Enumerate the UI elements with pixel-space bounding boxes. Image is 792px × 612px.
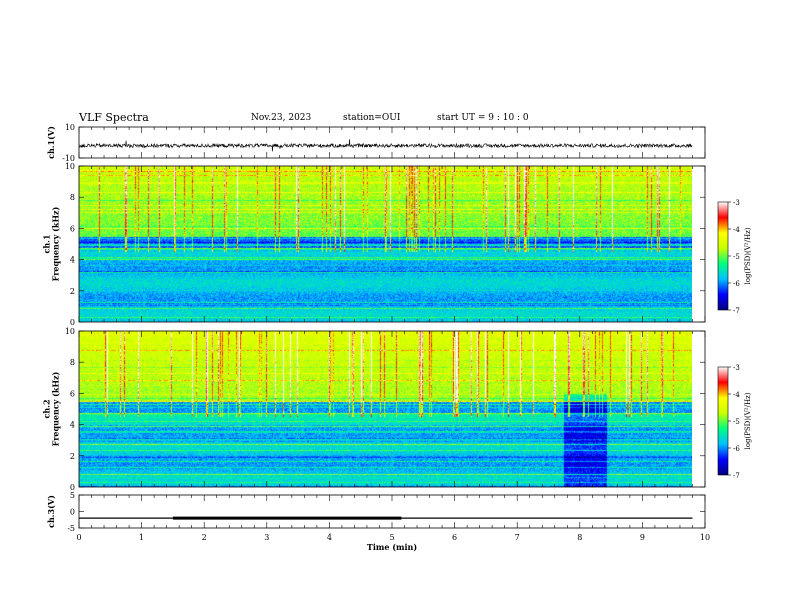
y-tick-label: 10 xyxy=(65,123,75,132)
x-tick-label: 3 xyxy=(264,533,269,542)
x-axis-label: Time (min) xyxy=(367,542,417,552)
colorbar-label: log(PSD)(V²/Hz) xyxy=(744,392,752,449)
x-tick-label: 10 xyxy=(700,533,710,542)
colorbar-tick-label: -5 xyxy=(733,418,740,426)
x-tick-label: 1 xyxy=(139,533,144,542)
y-tick-label: 10 xyxy=(65,162,75,171)
y-axis-label: ch.2 xyxy=(42,399,52,418)
y-axis-label: Frequency (kHz) xyxy=(51,206,61,281)
colorbar-tick-label: -6 xyxy=(733,280,740,288)
spectrogram-layer xyxy=(79,166,692,487)
station-label: station=OUI xyxy=(343,113,401,123)
y-tick-label: 0 xyxy=(70,318,75,327)
figure-title: VLF Spectra xyxy=(79,111,149,124)
y-tick-label: 0 xyxy=(70,483,75,492)
colorbar-1 xyxy=(717,201,729,311)
x-tick-label: 9 xyxy=(640,533,645,542)
y-axis-label: ch.3(V) xyxy=(46,495,56,528)
y-axis-label: ch.1(V) xyxy=(46,126,56,159)
colorbar-tick-label: -3 xyxy=(733,364,740,372)
y-tick-label: 8 xyxy=(70,358,75,367)
y-tick-label: 0 xyxy=(70,508,75,517)
x-tick-label: 0 xyxy=(76,533,81,542)
ch1-waveform-trace xyxy=(78,139,693,152)
start-time-label: start UT = 9 : 10 : 0 xyxy=(437,113,529,123)
x-tick-label: 7 xyxy=(515,533,520,542)
x-tick-label: 8 xyxy=(577,533,582,542)
y-tick-label: 4 xyxy=(70,421,75,430)
y-tick-label: 4 xyxy=(70,256,75,265)
colorbar-2 xyxy=(717,366,729,476)
y-tick-label: 2 xyxy=(70,452,75,461)
x-tick-label: 4 xyxy=(327,533,332,542)
x-tick-label: 6 xyxy=(452,533,457,542)
colorbar-label: log(PSD)(V²/Hz) xyxy=(744,227,752,284)
y-tick-label: 6 xyxy=(70,389,75,398)
colorbar-tick-label: -4 xyxy=(733,226,740,234)
y-axis-label: Frequency (kHz) xyxy=(51,371,61,446)
y-tick-label: 8 xyxy=(70,193,75,202)
y-tick-label: 6 xyxy=(70,224,75,233)
colorbar-tick-label: -3 xyxy=(733,199,740,207)
y-tick-label: -10 xyxy=(62,154,75,163)
colorbar-tick-label: -5 xyxy=(733,253,740,261)
y-tick-label: -5 xyxy=(67,524,75,533)
y-tick-label: 2 xyxy=(70,287,75,296)
x-tick-label: 2 xyxy=(202,533,207,542)
date-label: Nov.23, 2023 xyxy=(251,113,312,123)
spectrogram-image-1 xyxy=(79,166,692,322)
spectrogram-image-2 xyxy=(79,331,692,487)
y-tick-label: 10 xyxy=(65,327,75,336)
x-tick-label: 5 xyxy=(389,533,394,542)
colorbar-tick-label: -7 xyxy=(733,472,740,480)
colorbar-tick-label: -6 xyxy=(733,445,740,453)
colorbar-tick-label: -7 xyxy=(733,307,740,315)
y-tick-label: 5 xyxy=(70,491,75,500)
colorbar-tick-label: -4 xyxy=(733,391,740,399)
y-axis-label: ch.1 xyxy=(42,234,52,253)
trace-layer xyxy=(78,139,693,520)
